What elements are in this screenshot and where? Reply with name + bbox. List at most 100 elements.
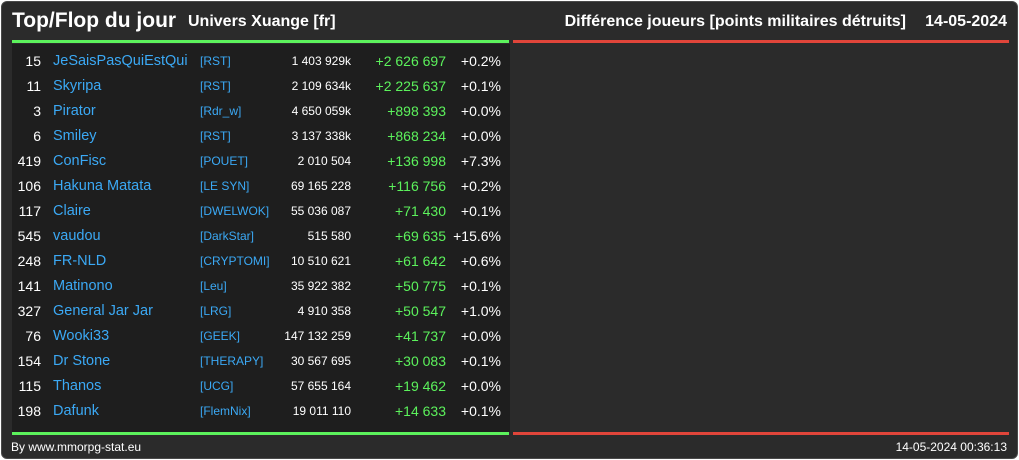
percent-change: +15.6% <box>453 228 501 244</box>
player-rank: 3 <box>33 103 41 119</box>
player-name-link[interactable]: Dafunk <box>53 403 99 419</box>
alliance-tag-link[interactable]: [RST] <box>200 129 231 143</box>
percent-change: +0.1% <box>460 78 501 94</box>
table-row: 106 Hakuna Matata [LE SYN] 69 165 228 +116 7… <box>12 174 510 199</box>
percent-change: +0.1% <box>460 403 501 419</box>
table-row: 6 Smiley [RST] 3 137 338k +868 234 +0.0% <box>12 124 510 149</box>
player-rank: 11 <box>26 78 41 94</box>
player-points: 1 403 929k <box>291 54 351 68</box>
player-name-link[interactable]: JeSaisPasQuiEstQui <box>53 53 188 69</box>
alliance-tag-link[interactable]: [LRG] <box>200 304 232 318</box>
points-difference: +30 083 <box>395 353 446 369</box>
site-credit: By www.mmorpg-stat.eu <box>11 440 142 454</box>
top-accent-bar-upper <box>12 40 509 43</box>
player-points: 10 510 621 <box>290 254 351 268</box>
table-row: 327 General Jar Jar [LRG] 4 910 358 +50 547 +… <box>12 299 510 324</box>
alliance-tag-link[interactable]: [Leu] <box>200 279 227 293</box>
player-rank: 76 <box>25 328 41 344</box>
top-accent-bar-lower <box>12 432 509 435</box>
player-rank: 117 <box>18 203 41 219</box>
player-name-link[interactable]: Claire <box>53 203 91 219</box>
player-rank: 545 <box>17 228 41 244</box>
table-row: 3 Pirator [Rdr_w] 4 650 059k +898 393 +0.0% <box>12 99 510 124</box>
table-row: 248 FR-NLD [CRYPTOMI] 10 510 621 +61 642 +0.6… <box>12 249 510 274</box>
percent-change: +7.3% <box>460 153 501 169</box>
player-rank: 115 <box>18 378 41 394</box>
player-name-link[interactable]: ConFisc <box>53 153 107 169</box>
page-title: Top/Flop du jour <box>12 9 177 32</box>
player-points: 147 132 259 <box>284 329 351 343</box>
percent-change: +0.0% <box>460 128 501 144</box>
player-points: 4 910 358 <box>297 304 351 318</box>
table-row: 15 JeSaisPasQuiEstQui [RST] 1 403 929k +2 62… <box>12 49 510 74</box>
percent-change: +0.0% <box>460 328 501 344</box>
points-difference: +2 626 697 <box>375 53 446 69</box>
percent-change: +1.0% <box>460 303 501 319</box>
player-points: 2 109 634k <box>291 79 351 93</box>
percent-change: +0.0% <box>460 378 501 394</box>
percent-change: +0.6% <box>460 253 501 269</box>
percent-change: +0.2% <box>460 53 501 69</box>
player-rank: 106 <box>17 178 41 194</box>
player-rank: 141 <box>17 278 41 294</box>
table-row: 11 Skyripa [RST] 2 109 634k +2 225 637 +0.1% <box>12 74 510 99</box>
points-difference: +50 775 <box>395 278 446 294</box>
table-row: 76 Wooki33 [GEEK] 147 132 259 +41 737 +0.0% <box>12 324 510 349</box>
player-name-link[interactable]: Skyripa <box>53 78 102 94</box>
table-row: 141 Matinono [Leu] 35 922 382 +50 775 +0.1% <box>12 274 510 299</box>
alliance-tag-link[interactable]: [DarkStar] <box>200 229 255 243</box>
player-points: 30 567 695 <box>290 354 351 368</box>
table-row: 115 Thanos [UCG] 57 655 164 +19 462 +0.0% <box>12 374 510 399</box>
alliance-tag-link[interactable]: [CRYPTOMI] <box>200 254 270 268</box>
points-difference: +116 756 <box>388 178 446 194</box>
player-name-link[interactable]: Hakuna Matata <box>53 178 152 194</box>
alliance-tag-link[interactable]: [GEEK] <box>200 329 241 343</box>
player-rank: 248 <box>17 253 41 269</box>
player-name-link[interactable]: FR-NLD <box>53 253 107 269</box>
metric-label: Différence joueurs [points militaires dé… <box>564 13 906 30</box>
points-difference: +2 225 637 <box>375 78 446 94</box>
player-name-link[interactable]: Pirator <box>53 103 96 119</box>
points-difference: +61 642 <box>395 253 446 269</box>
player-rank: 327 <box>17 303 41 319</box>
player-points: 69 165 228 <box>290 179 351 193</box>
top-players-panel: 15 JeSaisPasQuiEstQui [RST] 1 403 929k +2 62… <box>12 44 510 432</box>
points-difference: +19 462 <box>395 378 446 394</box>
percent-change: +0.0% <box>460 103 501 119</box>
player-name-link[interactable]: Thanos <box>53 378 102 394</box>
alliance-tag-link[interactable]: [RST] <box>200 79 231 93</box>
alliance-tag-link[interactable]: [Rdr_w] <box>200 104 242 118</box>
alliance-tag-link[interactable]: [LE SYN] <box>200 179 250 193</box>
universe-label: Univers Xuange [fr] <box>188 13 336 30</box>
alliance-tag-link[interactable]: [UCG] <box>200 379 234 393</box>
player-name-link[interactable]: vaudou <box>53 228 101 244</box>
table-row: 198 Dafunk [FlemNix] 19 011 110 +14 633 +0.1% <box>12 399 510 424</box>
player-points: 35 922 382 <box>290 279 351 293</box>
player-name-link[interactable]: Matinono <box>53 278 113 294</box>
player-rank: 6 <box>33 128 41 144</box>
points-difference: +898 393 <box>387 103 446 119</box>
points-difference: +41 737 <box>395 328 446 344</box>
player-rank: 419 <box>17 153 41 169</box>
player-points: 3 137 338k <box>291 129 351 143</box>
points-difference: +868 234 <box>387 128 446 144</box>
player-name-link[interactable]: Dr Stone <box>53 353 111 369</box>
player-points: 55 036 087 <box>290 204 351 218</box>
player-name-link[interactable]: General Jar Jar <box>53 303 153 319</box>
alliance-tag-link[interactable]: [POUET] <box>200 154 249 168</box>
alliance-tag-link[interactable]: [DWELWOK] <box>200 204 270 218</box>
player-rank: 154 <box>17 353 41 369</box>
alliance-tag-link[interactable]: [FlemNix] <box>200 404 251 418</box>
player-name-link[interactable]: Smiley <box>53 128 97 144</box>
percent-change: +0.1% <box>460 353 501 369</box>
alliance-tag-link[interactable]: [THERAPY] <box>200 354 264 368</box>
points-difference: +14 633 <box>395 403 446 419</box>
alliance-tag-link[interactable]: [RST] <box>200 54 231 68</box>
points-difference: +136 998 <box>387 153 446 169</box>
table-row: 545 vaudou [DarkStar] 515 580 +69 635 +15.6% <box>12 224 510 249</box>
player-name-link[interactable]: Wooki33 <box>53 328 110 344</box>
report-date: 14-05-2024 <box>925 13 1007 30</box>
points-difference: +50 547 <box>395 303 446 319</box>
generated-timestamp: 14-05-2024 00:36:13 <box>895 440 1007 454</box>
flop-accent-bar-lower <box>513 432 1009 435</box>
